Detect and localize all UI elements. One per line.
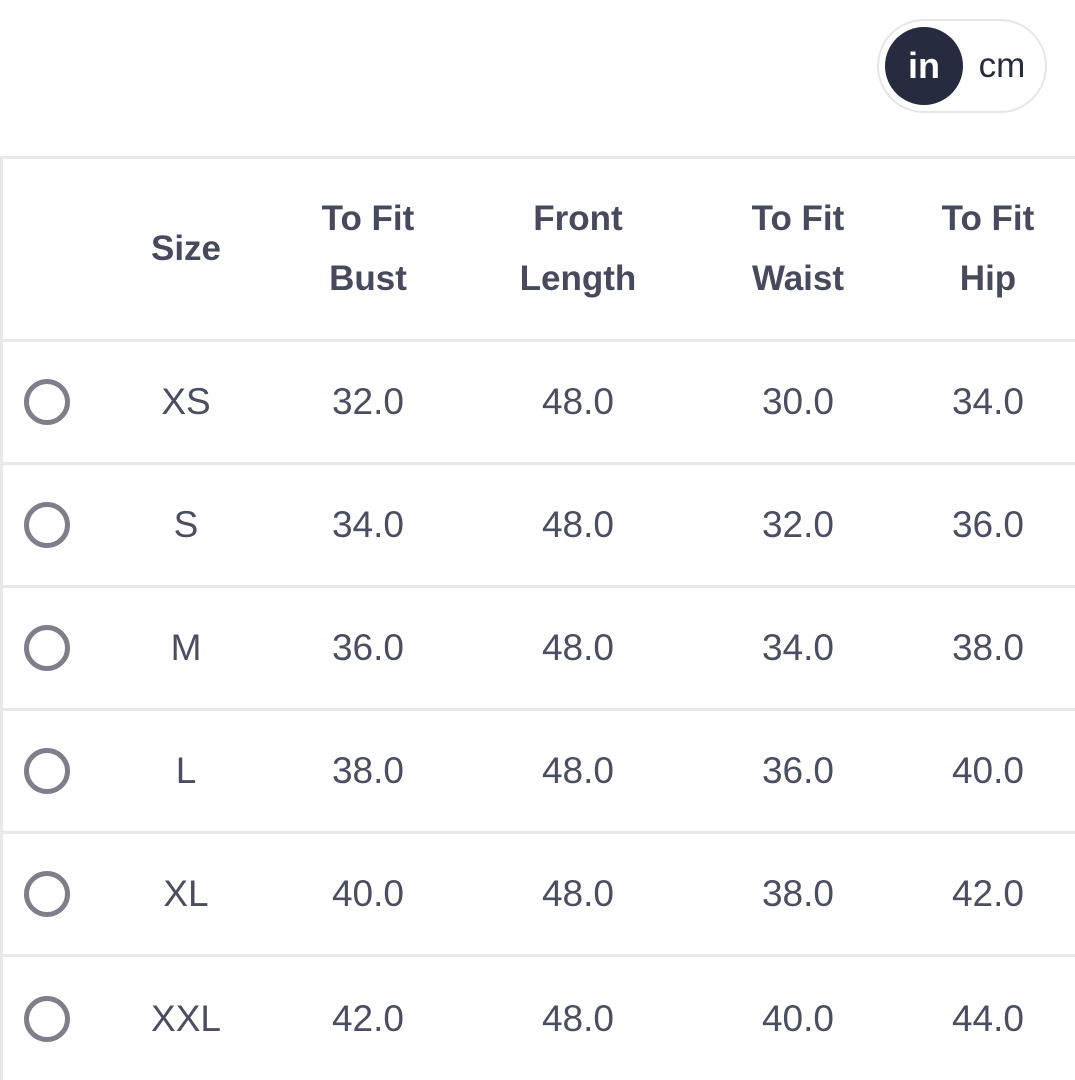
header-bust: To Fit Bust — [293, 159, 443, 339]
header-hip: To Fit Hip — [918, 159, 1058, 339]
header-front-length-line1: Front — [533, 199, 623, 238]
unit-option-cm[interactable]: cm — [978, 46, 1026, 85]
header-bust-line1: To Fit — [321, 199, 415, 238]
cell-hip: 36.0 — [951, 504, 1024, 545]
size-chart-table: Size To Fit Bust Front Length To Fit Wai… — [0, 156, 1075, 1080]
cell-bust: 40.0 — [331, 873, 404, 914]
cell-bust: 38.0 — [331, 750, 404, 791]
header-size-label: Size — [150, 229, 222, 268]
size-radio-l[interactable] — [24, 748, 70, 794]
unit-option-in[interactable]: in — [885, 27, 963, 105]
cell-size: XL — [163, 873, 209, 914]
radio-cell — [3, 957, 95, 1080]
header-size: Size — [123, 159, 249, 339]
header-hip-line1: To Fit — [941, 199, 1035, 238]
cell-size: XS — [161, 381, 211, 422]
cell-size: M — [170, 627, 202, 668]
radio-cell — [3, 588, 95, 708]
header-bust-line2: Bust — [329, 259, 407, 298]
cell-waist: 38.0 — [761, 873, 834, 914]
cell-size: S — [173, 504, 199, 545]
cell-waist: 34.0 — [761, 627, 834, 668]
header-hip-line2: Hip — [959, 259, 1017, 298]
cell-front-length: 48.0 — [541, 873, 614, 914]
size-radio-m[interactable] — [24, 625, 70, 671]
cell-bust: 34.0 — [331, 504, 404, 545]
table-header-row: Size To Fit Bust Front Length To Fit Wai… — [3, 159, 1075, 342]
size-row-s[interactable]: S 34.0 48.0 32.0 36.0 — [3, 465, 1075, 588]
cell-hip: 40.0 — [951, 750, 1024, 791]
cell-hip: 42.0 — [951, 873, 1024, 914]
header-waist: To Fit Waist — [718, 159, 878, 339]
size-row-xs[interactable]: XS 32.0 48.0 30.0 34.0 — [3, 342, 1075, 465]
cell-front-length: 48.0 — [541, 750, 614, 791]
header-front-length-line2: Length — [519, 259, 637, 298]
header-waist-line1: To Fit — [751, 199, 845, 238]
cell-size: L — [175, 750, 197, 791]
radio-cell — [3, 834, 95, 954]
size-radio-xxl[interactable] — [24, 995, 70, 1042]
radio-cell — [3, 465, 95, 585]
size-radio-s[interactable] — [24, 502, 70, 548]
radio-cell — [3, 342, 95, 462]
cell-size: XXL — [151, 997, 221, 1039]
size-radio-xl[interactable] — [24, 871, 70, 917]
cell-waist: 30.0 — [761, 381, 834, 422]
size-row-l[interactable]: L 38.0 48.0 36.0 40.0 — [3, 711, 1075, 834]
header-waist-line2: Waist — [751, 259, 845, 298]
cell-front-length: 48.0 — [541, 997, 614, 1039]
cell-waist: 36.0 — [761, 750, 834, 791]
cell-waist: 40.0 — [761, 997, 834, 1039]
cell-hip: 44.0 — [951, 997, 1024, 1039]
cell-waist: 32.0 — [761, 504, 834, 545]
cell-hip: 34.0 — [951, 381, 1024, 422]
cell-front-length: 48.0 — [541, 504, 614, 545]
cell-hip: 38.0 — [951, 627, 1024, 668]
size-row-xl[interactable]: XL 40.0 48.0 38.0 42.0 — [3, 834, 1075, 957]
unit-toggle[interactable]: in cm — [877, 19, 1047, 113]
header-front-length: Front Length — [493, 159, 663, 339]
size-radio-xs[interactable] — [24, 379, 70, 425]
cell-bust: 36.0 — [331, 627, 404, 668]
size-row-m[interactable]: M 36.0 48.0 34.0 38.0 — [3, 588, 1075, 711]
cell-front-length: 48.0 — [541, 627, 614, 668]
cell-bust: 32.0 — [331, 381, 404, 422]
cell-bust: 42.0 — [331, 997, 404, 1039]
header-select-column — [3, 159, 95, 339]
cell-front-length: 48.0 — [541, 381, 614, 422]
radio-cell — [3, 711, 95, 831]
size-row-xxl[interactable]: XXL 42.0 48.0 40.0 44.0 — [3, 957, 1075, 1080]
